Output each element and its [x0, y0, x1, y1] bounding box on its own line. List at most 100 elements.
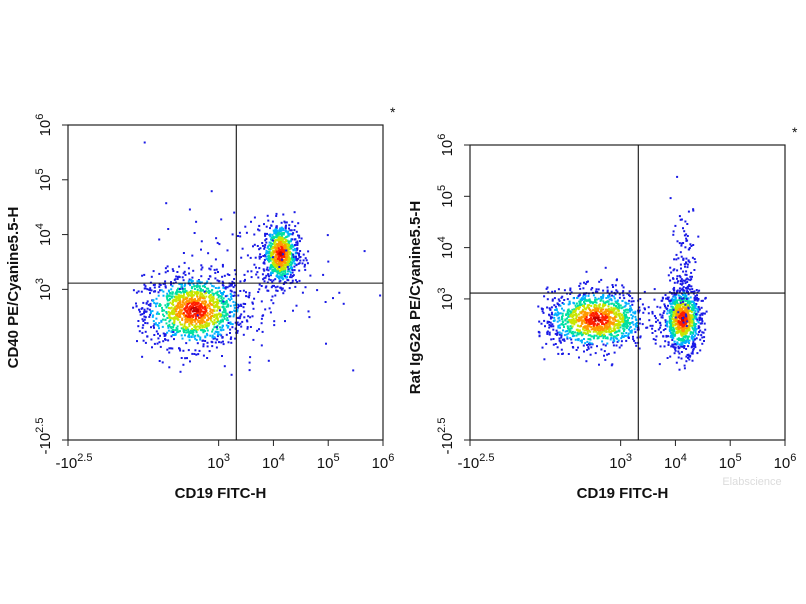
event-dot — [631, 315, 634, 318]
event-dot — [276, 247, 279, 250]
y-tick-label: 103 — [436, 288, 456, 311]
event-dot — [203, 315, 205, 318]
event-dot — [687, 210, 690, 213]
event-dot — [680, 345, 683, 348]
event-dot — [685, 311, 688, 314]
event-dot — [611, 310, 614, 313]
event-dot — [561, 312, 564, 315]
event-dot — [272, 247, 275, 249]
event-dot — [563, 326, 565, 328]
event-dot — [559, 304, 562, 307]
event-dot — [647, 312, 650, 315]
event-dot — [144, 285, 147, 288]
event-dot — [687, 301, 689, 304]
event-dot — [627, 334, 630, 337]
event-dot — [164, 333, 167, 336]
event-dot — [678, 274, 681, 277]
x-tick-labels: -102.5 103 104 105 106 — [458, 452, 797, 472]
event-dot — [281, 264, 284, 267]
event-dot — [278, 239, 281, 242]
event-dot — [610, 334, 613, 337]
event-dot — [612, 339, 615, 342]
event-dot — [584, 282, 587, 285]
event-dot — [152, 314, 155, 317]
event-dot — [202, 306, 205, 309]
event-dot — [657, 328, 660, 331]
event-dot — [198, 306, 201, 308]
event-dot — [279, 267, 282, 269]
event-dot — [622, 294, 625, 297]
event-dot — [191, 352, 194, 355]
event-dot — [234, 291, 237, 294]
event-dot — [279, 259, 281, 262]
event-dot — [679, 289, 682, 292]
event-dot — [574, 309, 577, 312]
event-dot — [613, 323, 616, 326]
event-dot — [689, 331, 692, 334]
event-dot — [571, 316, 574, 319]
event-dot — [202, 345, 205, 348]
event-dot — [587, 280, 589, 283]
event-dot — [261, 330, 264, 333]
event-dot — [685, 309, 688, 312]
event-dot — [592, 302, 594, 305]
event-dot — [237, 294, 240, 297]
event-dot — [571, 321, 574, 324]
event-dot — [681, 345, 684, 348]
event-dot — [262, 255, 265, 257]
event-dot — [617, 303, 620, 306]
event-dot — [592, 294, 595, 297]
event-dot — [283, 275, 286, 277]
event-dot — [594, 328, 597, 331]
event-dot — [685, 339, 688, 342]
event-dot — [608, 295, 611, 298]
event-dot — [297, 252, 300, 255]
event-dot — [609, 311, 612, 314]
event-dot — [568, 328, 571, 331]
event-dot — [589, 312, 592, 315]
event-dot — [232, 300, 235, 303]
event-dot — [178, 265, 181, 268]
event-dot — [264, 239, 267, 242]
event-dot — [666, 320, 669, 323]
event-dot — [583, 305, 586, 308]
event-dot — [660, 316, 663, 319]
event-dot — [207, 292, 210, 295]
event-dot — [692, 209, 695, 212]
event-dot — [560, 296, 563, 299]
event-dot — [206, 322, 209, 325]
event-dot — [157, 291, 160, 294]
event-dot — [284, 230, 287, 233]
event-dot — [214, 326, 217, 328]
event-dot — [636, 324, 639, 327]
event-dot — [670, 320, 673, 323]
event-dot — [203, 295, 205, 298]
event-dot — [607, 352, 610, 355]
event-dot — [552, 338, 555, 340]
event-dot — [196, 280, 199, 283]
event-dot — [162, 294, 165, 297]
event-dot — [217, 271, 219, 273]
event-dot — [686, 223, 689, 225]
event-dot — [697, 327, 700, 330]
event-dot — [546, 320, 549, 323]
event-dot — [199, 294, 202, 297]
event-dot — [192, 331, 195, 334]
event-dot — [305, 259, 308, 262]
event-dot — [200, 240, 203, 243]
event-dot — [671, 335, 674, 338]
event-dot — [291, 271, 294, 274]
event-dot — [216, 320, 219, 323]
event-dot — [678, 323, 681, 326]
event-dot — [604, 319, 607, 322]
event-dot — [608, 316, 610, 319]
event-dot — [677, 294, 680, 297]
event-dot — [195, 312, 198, 314]
event-dot — [240, 325, 243, 328]
event-dot — [588, 341, 591, 344]
event-dot — [287, 240, 290, 243]
event-dot — [693, 303, 696, 306]
event-dot — [200, 248, 202, 251]
event-dot — [175, 310, 178, 313]
event-dot — [285, 257, 287, 260]
